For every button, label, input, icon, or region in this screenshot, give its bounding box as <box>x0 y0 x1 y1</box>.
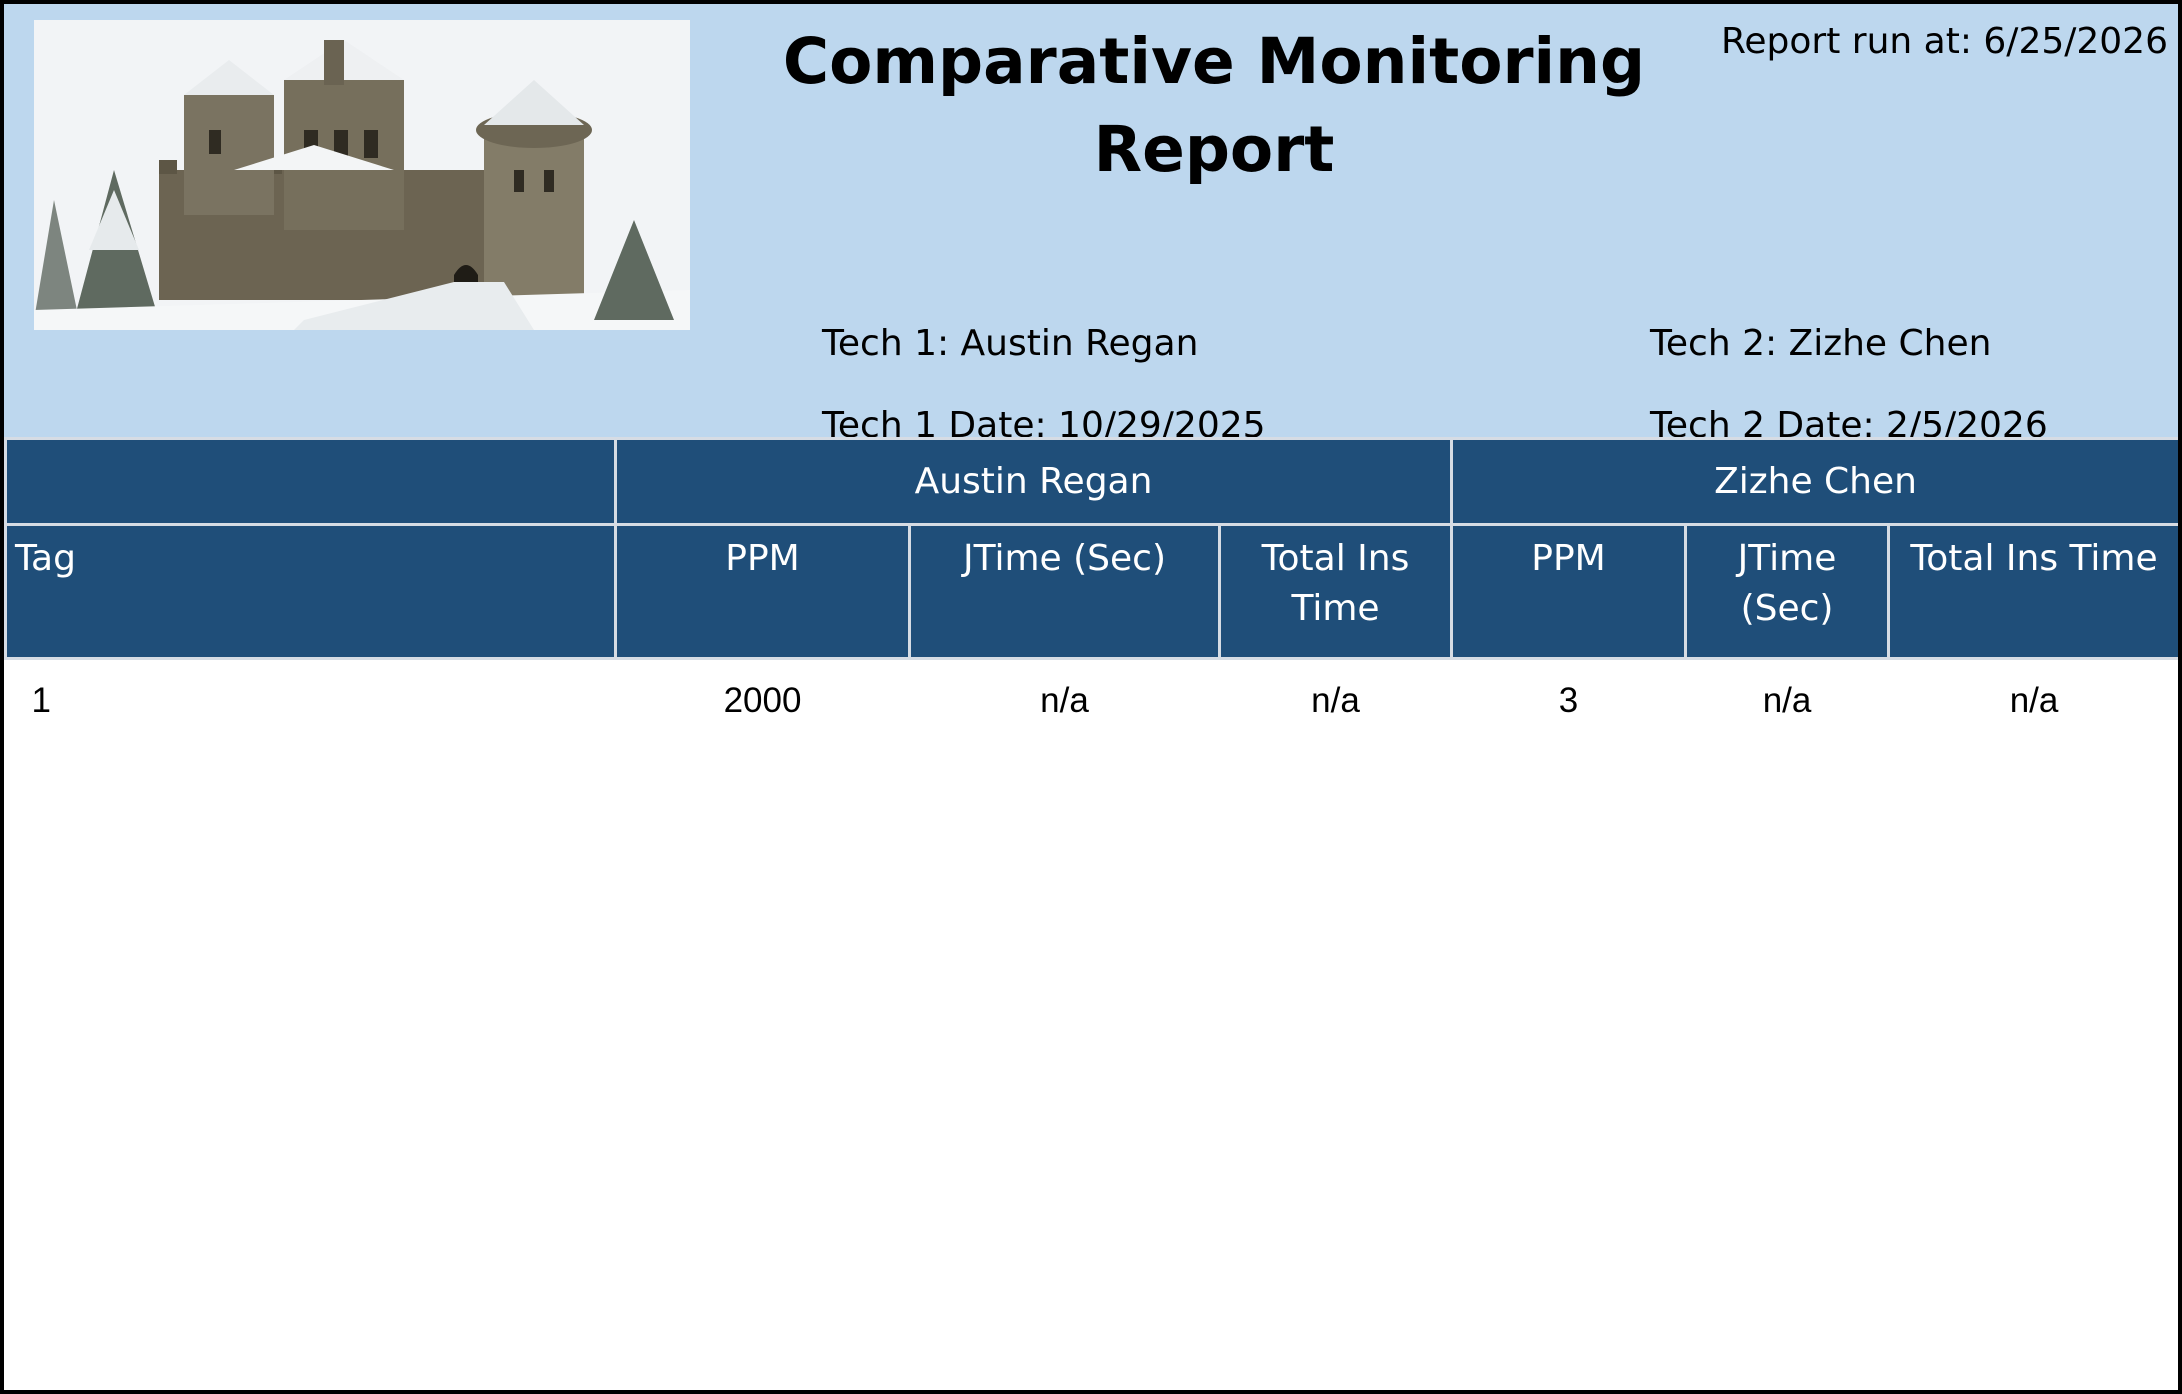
table-row: 1 2000 n/a n/a 3 n/a n/a <box>6 659 2179 743</box>
tech1-name: Tech 1: Austin Regan <box>822 323 1199 364</box>
cell-tech1-total-ins-time: n/a <box>1311 681 1360 721</box>
column-header-tech2-ppm: PPM <box>1450 523 1688 660</box>
report-header: Comparative Monitoring Report Report run… <box>4 4 2178 446</box>
cell-tech1-jtime: n/a <box>1040 681 1089 721</box>
cell-tech2-ppm: 3 <box>1558 681 1579 721</box>
castle-photo-graphic <box>34 20 690 330</box>
group-header-blank <box>4 437 617 526</box>
column-header-tech2-jtime: JTime (Sec) <box>1684 523 1891 660</box>
column-header-row: Tag PPM JTime (Sec) Total Ins Time PPM J… <box>4 523 2178 660</box>
comparison-table: Austin Regan Zizhe Chen Tag PPM JTime (S… <box>4 437 2179 743</box>
group-header-tech1: Austin Regan <box>613 437 1454 526</box>
column-header-tag: Tag <box>4 523 617 660</box>
group-header-row: Austin Regan Zizhe Chen <box>4 437 2178 526</box>
column-header-tech1-total-ins-time: Total Ins Time <box>1217 523 1454 660</box>
tech2-name: Tech 2: Zizhe Chen <box>1650 323 1992 364</box>
column-header-tech1-jtime: JTime (Sec) <box>908 523 1221 660</box>
column-header-tech1-ppm: PPM <box>614 523 911 660</box>
cell-tech1-ppm: 2000 <box>723 681 802 721</box>
castle-photo <box>34 20 690 330</box>
report-run-date: Report run at: 6/25/2026 <box>1721 21 2168 62</box>
cell-tech2-total-ins-time: n/a <box>2009 681 2059 721</box>
column-header-tech2-total-ins-time: Total Ins Time <box>1887 523 2178 660</box>
group-header-tech2: Zizhe Chen <box>1450 437 2178 526</box>
cell-tech2-jtime: n/a <box>1762 681 1812 721</box>
cell-tag: 1 <box>31 681 51 721</box>
report-title: Comparative Monitoring Report <box>782 25 1646 186</box>
